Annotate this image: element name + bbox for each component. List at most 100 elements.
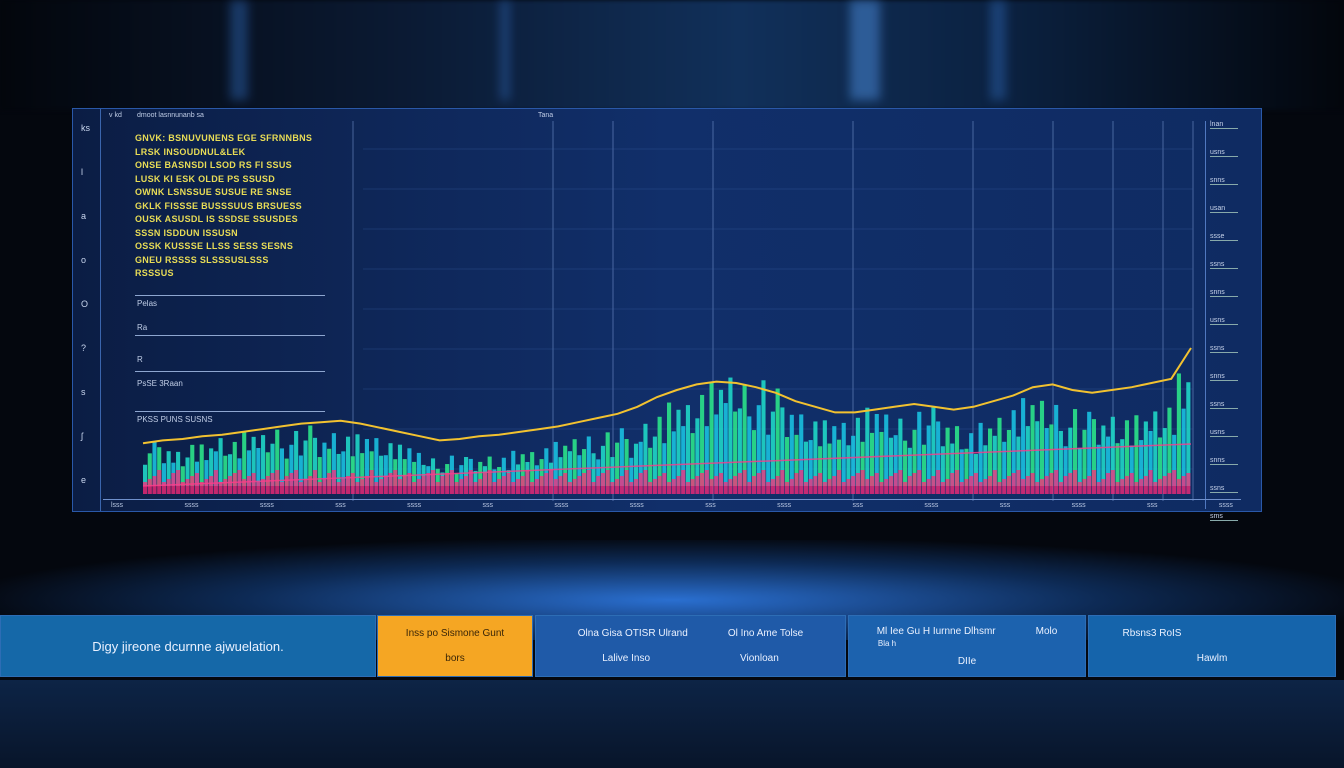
bar (1181, 408, 1186, 486)
bar (204, 460, 209, 486)
bar (402, 459, 407, 486)
bar-base (657, 476, 662, 494)
bar (869, 432, 875, 486)
scale-label: snns (1210, 177, 1238, 185)
bar (1016, 436, 1021, 486)
bar-base (454, 482, 459, 494)
base-line (142, 443, 1192, 487)
bar (1115, 443, 1120, 486)
bar (464, 457, 469, 486)
bar (322, 442, 327, 486)
bar-base (605, 470, 610, 494)
bar-base (1134, 482, 1139, 494)
light-streak (500, 0, 510, 100)
bar (1025, 426, 1030, 486)
bar (294, 430, 299, 486)
bar (756, 405, 761, 486)
bar (742, 384, 747, 486)
bar-base (1124, 476, 1130, 494)
bar (298, 455, 303, 486)
bar (303, 440, 308, 486)
bar (1120, 439, 1125, 486)
bar (350, 456, 355, 486)
bar (898, 418, 903, 486)
bar (1039, 400, 1045, 486)
bar (832, 426, 837, 486)
bar (1035, 421, 1040, 486)
bar (1054, 404, 1059, 486)
bar-base (1096, 482, 1101, 494)
bar (492, 469, 497, 486)
bar-base (1025, 476, 1030, 494)
side-icon: s (81, 387, 86, 397)
bar-base (397, 479, 403, 494)
bar-base (709, 479, 714, 494)
bar-base (737, 473, 742, 494)
bar (246, 450, 251, 486)
info-tile[interactable]: Ml Iee Gu H Iurnne Dlhsmr Molo Bla h DIIe (848, 615, 1086, 677)
bar-base (341, 479, 346, 494)
bar-base (548, 470, 554, 494)
bar-base (275, 470, 280, 494)
bar-base (388, 473, 393, 494)
bar-base (501, 476, 506, 494)
bar-base (478, 479, 483, 494)
bar (803, 441, 809, 486)
bar (610, 457, 615, 486)
bar-base (1021, 479, 1026, 494)
bar-base (242, 479, 247, 494)
bar (558, 457, 563, 486)
bar-base (600, 473, 606, 494)
bar (511, 450, 516, 486)
scale-label: snns (1210, 373, 1238, 381)
info-tile[interactable]: Olna Gisa OTISR Ulrand Ol Ino Ame Tolse L… (535, 615, 846, 677)
bar (563, 445, 568, 486)
info-tile[interactable]: Rbsns3 RoIS Hawlm (1088, 615, 1336, 677)
bar-base (742, 470, 747, 494)
orange-tile-button[interactable]: Inss po Sismone Gunt bors (377, 615, 533, 677)
bar-base (1181, 476, 1186, 494)
bar-base (1167, 473, 1172, 494)
info-line: ONSE BASNSDI LSOD RS FI SSUS (135, 160, 292, 170)
bar-base (648, 482, 653, 494)
bar-base (629, 482, 634, 494)
bar-base (1044, 476, 1049, 494)
bar-base (884, 479, 889, 494)
bar-base (294, 470, 299, 494)
bar-base (1129, 473, 1134, 494)
bar-base (393, 470, 398, 494)
scale-label: sms (1210, 513, 1238, 521)
bar-base (577, 476, 582, 494)
panel-label: Pelas (137, 299, 158, 308)
bar-base (572, 479, 577, 494)
bar-base (879, 482, 884, 494)
bar-base (789, 479, 794, 494)
bar-base (209, 476, 214, 494)
bar (284, 458, 289, 486)
bar-base (997, 482, 1002, 494)
bar (345, 436, 351, 486)
bar-base (369, 470, 374, 494)
bar (1162, 428, 1167, 486)
bar (931, 406, 936, 486)
bar-base (1006, 476, 1012, 494)
bar-base (246, 476, 251, 494)
bar (615, 442, 620, 486)
bar-base (969, 476, 974, 494)
chart-panel: ks l a o O? s ʃ e v kd dmoot lasnnunanb sa Tana… (72, 108, 1262, 521)
x-tick-label: ssss (629, 502, 644, 509)
bar-base (355, 482, 360, 494)
bar (827, 443, 832, 486)
bar (412, 461, 417, 486)
info-line: OSSK KUSSSE LLSS SESS SESNS (135, 241, 294, 251)
x-tick-label: ssss (407, 502, 422, 509)
x-axis: lsss ssss ssss sss ssss sss ssss ssss sss ssss sss… (103, 499, 1241, 511)
bar (652, 436, 657, 486)
bar-base (1110, 470, 1115, 494)
bar-base (865, 479, 870, 494)
bar-base (818, 473, 823, 494)
bar-base (1148, 470, 1153, 494)
x-tick-label: sss (705, 502, 716, 509)
bar-base (846, 479, 851, 494)
bar-base (464, 476, 469, 494)
